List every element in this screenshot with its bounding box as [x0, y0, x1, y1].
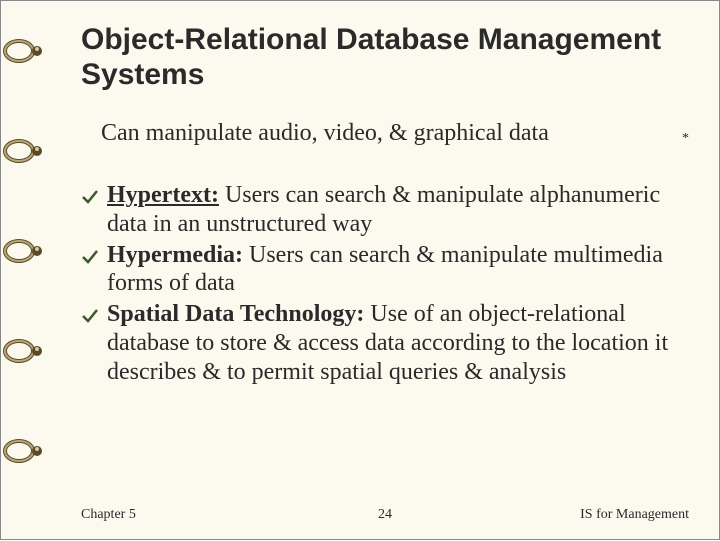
binding-ring [3, 137, 47, 165]
checkmark-icon [81, 304, 99, 322]
bullet-item: Hypermedia: Users can search & manipulat… [81, 241, 689, 299]
bullet-list: Hypertext: Users can search & manipulate… [81, 181, 689, 387]
checkmark-icon [81, 185, 99, 203]
binding-ring [3, 437, 47, 465]
spiral-binding [1, 1, 49, 541]
checkmark-icon [81, 245, 99, 263]
slide-title: Object-Relational Database Management Sy… [81, 23, 689, 92]
bullet-term: Hypertext: [107, 182, 219, 208]
bullet-item: Hypertext: Users can search & manipulate… [81, 181, 689, 239]
footer-left: Chapter 5 [81, 507, 136, 523]
slide-subtitle: Can manipulate audio, video, & graphical… [101, 120, 689, 147]
footer-page-number: 24 [378, 507, 392, 523]
bullet-item: Spatial Data Technology: Use of an objec… [81, 300, 689, 386]
binding-ring [3, 337, 47, 365]
binding-ring [3, 37, 47, 65]
slide: Object-Relational Database Management Sy… [0, 0, 720, 540]
slide-footer: Chapter 5 24 IS for Management [81, 507, 689, 523]
bullet-term: Hypermedia: [107, 242, 243, 268]
binding-ring [3, 237, 47, 265]
bullet-term: Spatial Data Technology: [107, 301, 364, 327]
content-area: Object-Relational Database Management Sy… [81, 23, 689, 389]
footer-right: IS for Management [580, 507, 689, 523]
asterisk-mark: * [682, 131, 689, 147]
